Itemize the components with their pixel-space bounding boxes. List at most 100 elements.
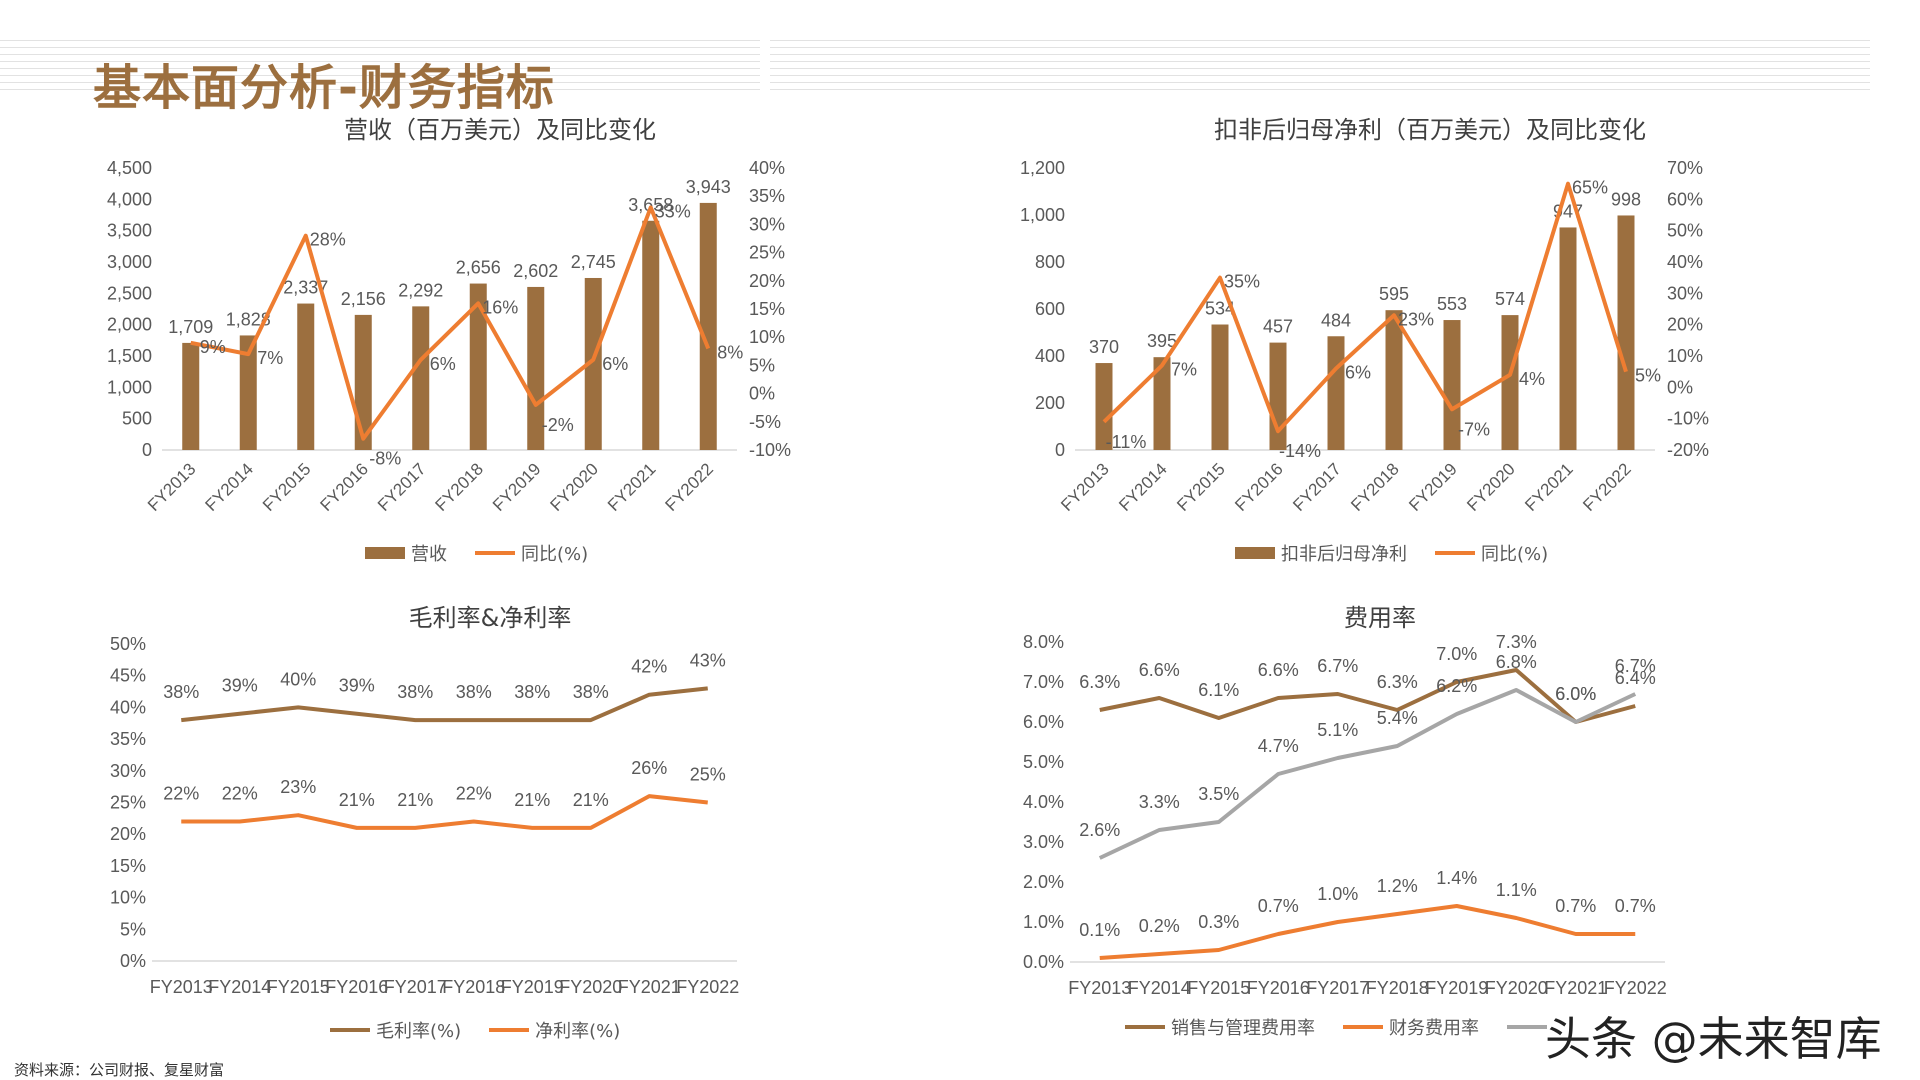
bar-data-label: 1,828 <box>226 309 271 329</box>
line-data-label: 21% <box>397 790 433 810</box>
y-tick-label-right: 60% <box>1667 189 1703 209</box>
x-tick-label: FY2020 <box>547 459 603 515</box>
bar-data-label: 395 <box>1147 331 1177 351</box>
yoy-line <box>1102 181 1628 434</box>
line-data-label: 38% <box>573 682 609 702</box>
line-data-label: 6.1% <box>1198 680 1239 700</box>
y-tick-label-right: -5% <box>749 412 781 432</box>
legend-item-yoy: 同比(%) <box>1435 540 1548 566</box>
stripe-line <box>0 61 760 62</box>
line-data-label: 21% <box>339 790 375 810</box>
line-data-label: 4.7% <box>1258 736 1299 756</box>
stripe-line <box>0 75 760 76</box>
y-tick-label-right: -10% <box>749 440 791 460</box>
stripe-line <box>0 47 760 48</box>
x-tick-label: FY2018 <box>432 459 488 515</box>
bar-data-label: 2,602 <box>513 261 558 281</box>
bar-data-label: 3,943 <box>686 177 731 197</box>
line-data-label: 1.2% <box>1377 876 1418 896</box>
y-tick-label: 6.0% <box>1023 712 1064 732</box>
x-tick-label: FY2019 <box>501 977 564 997</box>
x-tick-label: FY2018 <box>1366 978 1429 998</box>
x-tick-label: FY2019 <box>1405 459 1461 515</box>
legend-item-third <box>1507 1025 1553 1029</box>
header-stripes-right <box>770 40 1870 96</box>
line-data-label: 38% <box>163 682 199 702</box>
line-data-label: 6.6% <box>1139 660 1180 680</box>
x-tick-label: FY2014 <box>1115 459 1171 515</box>
line-data-label: 35% <box>1224 272 1260 292</box>
bar <box>642 220 660 450</box>
bar-data-label: 2,292 <box>398 280 443 300</box>
y-tick-label: 8.0% <box>1023 632 1064 652</box>
x-tick-label: FY2016 <box>1231 459 1287 515</box>
x-tick-label: FY2017 <box>384 977 447 997</box>
y-tick-label-left: 400 <box>1035 346 1065 366</box>
bar-data-label: 2,745 <box>571 252 616 272</box>
bar <box>239 335 257 450</box>
y-tick-label: 25% <box>110 793 146 813</box>
x-tick-label: FY2020 <box>559 977 622 997</box>
legend-swatch-line <box>489 1028 530 1032</box>
x-tick-label: FY2016 <box>317 459 373 515</box>
y-tick-label-right: -10% <box>1667 409 1709 429</box>
y-tick-label: 20% <box>110 824 146 844</box>
legend-item-gross-margin: 毛利率(%) <box>330 1017 461 1043</box>
series-line <box>181 794 708 830</box>
chart-title-net-profit: 扣非后归母净利（百万美元）及同比变化 <box>1214 116 1646 144</box>
y-tick-label: 30% <box>110 761 146 781</box>
x-tick-label: FY2014 <box>1128 978 1191 998</box>
series-line <box>1098 688 1637 860</box>
line-data-label: 6.8% <box>1496 652 1537 672</box>
bar <box>1095 363 1113 450</box>
bar-data-label: 2,156 <box>341 289 386 309</box>
line-data-label: 0.2% <box>1139 916 1180 936</box>
series-line <box>181 686 708 723</box>
y-tick-label-right: 0% <box>749 384 775 404</box>
net-profit-chart: 0 200 400 600 800 1,000 1,200 -20% -10% 0% 10% 20% 3… <box>1020 158 1709 515</box>
y-tick-label-left: 1,500 <box>107 346 152 366</box>
line-data-label: 5% <box>1635 366 1661 386</box>
legend-swatch-line <box>1435 551 1475 555</box>
x-tick-label: FY2021 <box>1521 459 1577 515</box>
line-data-label: 42% <box>631 657 667 677</box>
bar <box>1385 310 1403 450</box>
line-data-label: 22% <box>163 784 199 804</box>
legend-net-profit: 扣非后归母净利 同比(%) <box>1235 540 1576 566</box>
bar-data-label: 553 <box>1437 294 1467 314</box>
line-data-label: 6.3% <box>1377 672 1418 692</box>
legend-item-net-margin: 净利率(%) <box>489 1017 620 1043</box>
line-data-label: 2.6% <box>1079 820 1120 840</box>
line-data-label: 1.0% <box>1317 884 1358 904</box>
legend-item-yoy: 同比(%) <box>475 540 588 566</box>
bar-data-label: 534 <box>1205 299 1235 319</box>
legend-item-sga: 销售与管理费用率 <box>1125 1014 1315 1040</box>
stripe-line <box>770 61 1870 62</box>
stripe-line <box>770 82 1870 83</box>
bar <box>412 306 430 450</box>
line-data-label: 6.0% <box>1555 684 1596 704</box>
y-tick-label-right: 35% <box>749 186 785 206</box>
x-tick-label: FY2022 <box>676 977 739 997</box>
x-tick-label: FY2019 <box>1425 978 1488 998</box>
y-tick-label: 5.0% <box>1023 752 1064 772</box>
y-tick-label: 15% <box>110 856 146 876</box>
margins-chart: 0% 5% 10% 15% 20% 25% 30% 35% 40% 45% 50% 38% 39% 40%… <box>110 634 739 997</box>
line-data-label: 65% <box>1572 178 1608 198</box>
line-data-label: 43% <box>690 650 726 670</box>
x-tick-label: FY2013 <box>1057 459 1113 515</box>
stripe-line <box>770 68 1870 69</box>
bar <box>1617 215 1635 450</box>
chart-title-margins: 毛利率&净利率 <box>408 604 572 632</box>
line-data-label: 21% <box>514 790 550 810</box>
legend-revenue: 营收 同比(%) <box>365 540 616 566</box>
legend-item-finance: 财务费用率 <box>1343 1014 1479 1040</box>
line-data-label: 38% <box>514 682 550 702</box>
legend-label: 财务费用率 <box>1389 1018 1479 1039</box>
legend-label: 同比(%) <box>521 544 589 565</box>
y-tick-label-right: 40% <box>1667 252 1703 272</box>
y-tick-label-left: 2,500 <box>107 283 152 303</box>
y-tick-label: 0.0% <box>1023 952 1064 972</box>
x-tick-label: FY2018 <box>442 977 505 997</box>
x-tick-label: FY2016 <box>325 977 388 997</box>
